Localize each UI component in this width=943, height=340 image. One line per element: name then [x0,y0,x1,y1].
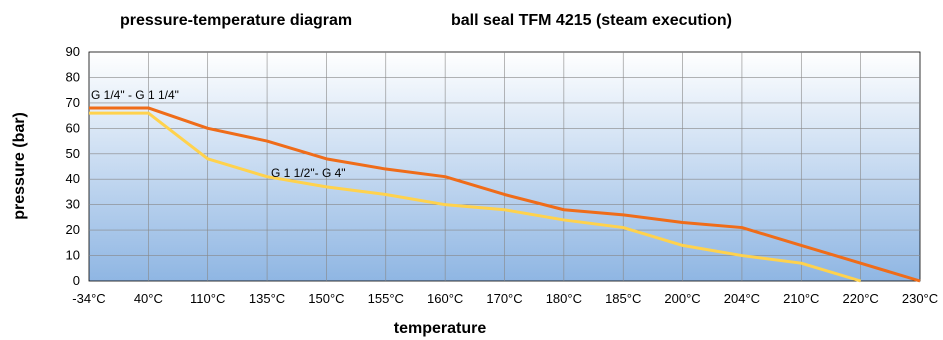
x-tick-label: 185°C [605,291,641,306]
x-tick-label: 210°C [783,291,819,306]
series-lines [89,106,921,283]
x-tick-label: 155°C [368,291,404,306]
series-label-small-sizes: G 1/4" - G 1 1/4" [91,88,179,102]
grid [89,52,920,281]
y-axis-ticks: 0 10 20 30 40 50 60 70 80 90 [66,44,80,288]
chart-title-right: ball seal TFM 4215 (steam execution) [451,12,732,29]
x-tick-label: -34°C [72,291,105,306]
x-axis-title: temperature [394,320,487,337]
y-tick-label: 90 [66,44,80,59]
x-axis-ticks: -34°C 40°C 110°C 135°C 150°C 155°C 160°C 170°C 1… [72,291,938,306]
x-tick-label: 160°C [427,291,463,306]
series-label-large-sizes: G 1 1/2"- G 4" [271,166,346,180]
series-line-1 [89,111,862,283]
y-tick-label: 50 [66,146,80,161]
y-tick-label: 60 [66,120,80,135]
y-tick-label: 10 [66,248,80,263]
x-tick-label: 180°C [546,291,582,306]
x-tick-label: 230°C [902,291,938,306]
x-tick-label: 170°C [486,291,522,306]
x-tick-label: 135°C [249,291,285,306]
y-tick-label: 20 [66,222,80,237]
y-axis-title: pressure (bar) [11,112,28,220]
y-tick-label: 40 [66,171,80,186]
x-tick-label: 220°C [843,291,879,306]
series-line-0 [89,106,921,283]
x-tick-label: 110°C [190,291,225,306]
x-tick-label: 150°C [308,291,344,306]
x-tick-label: 200°C [664,291,700,306]
y-tick-label: 30 [66,197,80,212]
x-tick-label: 40°C [134,291,163,306]
x-tick-label: 204°C [724,291,760,306]
y-tick-label: 80 [66,69,80,84]
y-tick-label: 0 [73,273,80,288]
y-tick-label: 70 [66,95,80,110]
chart-title-left: pressure-temperature diagram [120,12,352,29]
